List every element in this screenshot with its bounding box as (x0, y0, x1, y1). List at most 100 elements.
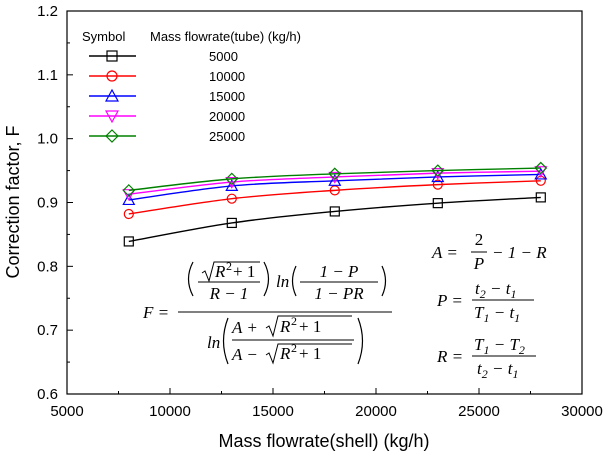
data-point-diamond (431, 164, 445, 177)
formula-f-num-sqrt (201, 261, 260, 283)
formula-a-rest: − 1 − R (492, 243, 547, 262)
y-tick-label: 0.9 (37, 195, 58, 212)
x-axis: 5000 10000 15000 20000 25000 30000 (50, 388, 603, 420)
data-point-triangle-down (328, 171, 342, 184)
formula-f-den-paren-left (222, 317, 229, 365)
formula-f-lhs: F = (142, 303, 169, 322)
formula-f-num-paren-right (263, 261, 270, 297)
formula-f-den-bot-a: A − (231, 345, 258, 364)
formula-f-den-paren-right (357, 317, 364, 365)
legend-entry-20000: 20000 (89, 109, 245, 124)
x-tick-label: 10000 (149, 403, 191, 420)
formula-f-den-bot-radicand: R (279, 344, 291, 363)
data-point-triangle-up (328, 174, 342, 186)
formula-f-den-bot-sqrt (265, 343, 352, 365)
series-line-25000 (128, 167, 541, 192)
x-tick-label: 15000 (252, 403, 294, 420)
formula-f-num-radicand-plus: + 1 (233, 262, 255, 281)
legend: Symbol Mass flowrate(tube) (kg/h) 5000 10… (82, 29, 301, 144)
legend-label: 10000 (209, 69, 245, 84)
x-tick-label: 20000 (355, 403, 397, 420)
formula-p-num: t2 − t1 (475, 279, 516, 301)
data-point-square (535, 192, 546, 203)
formula-p: P = t2 − t1 T1 − t1 (436, 279, 534, 325)
data-point-triangle-down (225, 176, 239, 189)
data-point-square (432, 198, 443, 209)
legend-label: 25000 (209, 129, 245, 144)
x-tick-label: 30000 (561, 403, 603, 420)
formula-a: A = 2 P − 1 − R (431, 230, 547, 273)
formula-a-num: 2 (475, 230, 484, 249)
series-layer (122, 161, 548, 247)
formula-f-den-top-exp: 2 (291, 314, 297, 328)
formula-r: R = T1 − T2 t2 − t1 (436, 335, 536, 381)
series-line-15000 (128, 173, 541, 201)
series-line-20000 (128, 170, 541, 195)
y-axis-title: Correction factor, F (3, 125, 23, 278)
legend-entries: 5000 10000 15000 20000 25000 (89, 49, 245, 144)
legend-entry-25000: 25000 (89, 129, 245, 144)
y-axis: 0.6 0.7 0.8 0.9 1.0 1.1 1.2 (37, 3, 73, 403)
data-point-square (106, 50, 118, 62)
data-point-square (123, 236, 134, 247)
data-point-triangle-up (431, 170, 445, 183)
formula-f-den-top-a: A + (231, 318, 258, 337)
formula-f-num-radicand: R (214, 262, 226, 281)
legend-entry-15000: 15000 (89, 88, 245, 104)
legend-label: 15000 (209, 89, 245, 104)
formula-f-num-ln-paren-right (381, 265, 387, 297)
data-point-triangle-down (104, 110, 120, 124)
y-tick-label: 0.8 (37, 258, 58, 275)
legend-label: 5000 (209, 49, 238, 64)
formula-f-num-ln-paren-left (291, 265, 297, 297)
y-tick-label: 0.7 (37, 322, 58, 339)
formula-f-num-paren-left (187, 261, 194, 297)
formula-f-den-bot-plus: + 1 (299, 344, 321, 363)
y-tick-label: 1.0 (37, 131, 58, 148)
data-point-circle (226, 193, 237, 204)
y-tick-label: 1.2 (37, 3, 58, 20)
formula-f-num-radicand-exp: 2 (226, 259, 232, 273)
data-point-diamond (328, 167, 342, 181)
data-point-square (226, 217, 237, 229)
y-tick-label: 1.1 (37, 67, 58, 84)
formula-f-den-ln: ln (207, 333, 220, 352)
series-line-10000 (128, 180, 541, 215)
formula-f: F = R 2 + 1 R − 1 ln 1 − P 1 − PR ln A +… (142, 259, 392, 365)
formula-r-num: T1 − T2 (474, 335, 525, 357)
data-point-triangle-up (534, 167, 548, 180)
formula-r-lhs: R = (436, 347, 463, 366)
legend-header-label: Mass flowrate(tube) (kg/h) (150, 29, 301, 44)
legend-header-symbol: Symbol (82, 29, 125, 44)
data-point-circle (106, 70, 118, 82)
data-point-diamond (225, 172, 239, 186)
y-tick-label: 0.6 (37, 386, 58, 403)
series-25000 (122, 161, 548, 197)
series-10000 (123, 175, 546, 220)
series-5000 (123, 192, 546, 247)
formula-f-num-ln-top: 1 − P (320, 262, 359, 281)
formula-r-den: t2 − t1 (477, 359, 518, 381)
data-point-circle (432, 179, 443, 190)
data-point-circle (123, 208, 134, 220)
data-point-square (329, 206, 340, 217)
data-point-diamond (105, 129, 119, 143)
formula-a-den: P (473, 254, 484, 273)
formula-f-num-ln-bottom: 1 − PR (314, 284, 364, 303)
formula-p-lhs: P = (436, 291, 463, 310)
formula-f-num-ln: ln (276, 272, 289, 291)
formula-f-num-r-minus-1: R − 1 (209, 284, 249, 303)
formula-f-den-top-plus: + 1 (299, 317, 321, 336)
data-point-diamond (534, 161, 548, 175)
formula-f-den-top-radicand: R (279, 317, 291, 336)
legend-label: 20000 (209, 109, 245, 124)
x-tick-label: 25000 (458, 403, 500, 420)
x-axis-title: Mass flowrate(shell) (kg/h) (218, 431, 429, 451)
formula-a-lhs: A = (431, 243, 458, 262)
formula-f-den-bot-exp: 2 (291, 341, 297, 355)
data-point-triangle-up (225, 179, 239, 192)
formula-p-den: T1 − t1 (474, 303, 520, 325)
formula-f-den-top-sqrt (265, 315, 352, 338)
